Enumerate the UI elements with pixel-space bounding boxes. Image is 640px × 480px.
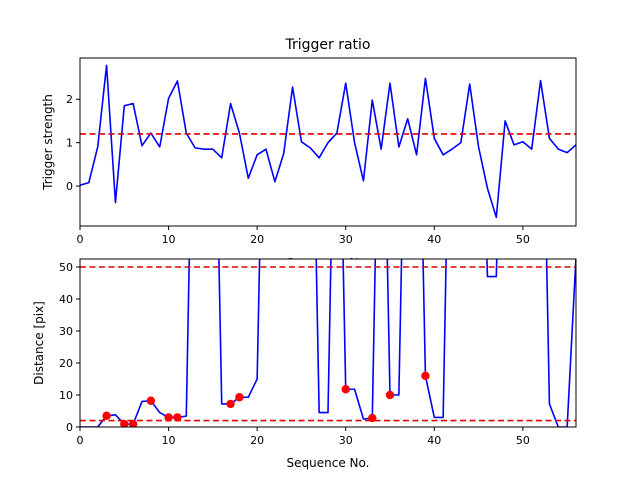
bottom-y-ticks: 0 10 20 30 40 50: [59, 261, 80, 434]
bottom-marker-point: [146, 396, 156, 405]
top-y-axis-label: Trigger strength: [41, 94, 55, 191]
bottom-marker-point: [164, 413, 173, 422]
bottom-marker-point: [341, 385, 350, 394]
bottom-x-tick-label: 20: [250, 434, 264, 447]
bottom-y-tick-label: 10: [59, 389, 73, 402]
top-x-tick-label: 30: [339, 233, 353, 246]
bottom-marker-point: [385, 390, 395, 400]
top-y-tick-label: 0: [66, 180, 73, 193]
top-x-tick-label: 20: [250, 233, 264, 246]
bottom-y-tick-label: 0: [66, 421, 73, 434]
top-y-ticks: 0 1 2: [66, 93, 80, 193]
bottom-marker-point: [226, 399, 235, 409]
top-plot-frame: [79, 57, 577, 227]
top-x-tick-label: 50: [516, 233, 530, 246]
bottom-marker-point: [120, 419, 129, 427]
top-chart-title: Trigger ratio: [284, 37, 370, 53]
bottom-x-ticks: 0 10 20 30 40 50: [77, 427, 530, 447]
bottom-marker-point: [368, 413, 377, 423]
top-x-tick-label: 40: [427, 233, 441, 246]
bottom-x-axis-label: Sequence No.: [287, 456, 370, 470]
bottom-marker-point: [102, 411, 111, 420]
bottom-y-axis-label: Distance [pix]: [32, 301, 46, 385]
bottom-marker-point: [128, 419, 138, 427]
bottom-x-tick-label: 40: [427, 434, 441, 447]
top-series-layer: [80, 64, 576, 219]
top-y-tick-label: 2: [66, 93, 73, 106]
top-x-tick-label: 0: [77, 233, 84, 246]
bottom-x-tick-label: 10: [162, 434, 176, 447]
top-x-ticks: 0 10 20 30 40 50: [77, 226, 530, 246]
bottom-series-line: [80, 259, 576, 427]
distance-panel: 0 10 20 30 40 50 0 10 20 30 40 50 Sequence No. Dis…: [32, 258, 577, 470]
top-series-line: [80, 64, 576, 219]
bottom-plot-frame: [79, 258, 577, 428]
bottom-x-tick-label: 50: [516, 434, 530, 447]
bottom-x-tick-label: 0: [77, 434, 84, 447]
bottom-y-tick-label: 50: [59, 261, 73, 274]
bottom-y-tick-label: 30: [59, 325, 73, 338]
top-y-tick-label: 1: [66, 137, 73, 150]
top-x-tick-label: 10: [162, 233, 176, 246]
bottom-x-tick-label: 30: [339, 434, 353, 447]
bottom-marker-point: [235, 393, 244, 402]
bottom-y-tick-label: 20: [59, 357, 73, 370]
bottom-y-tick-label: 40: [59, 293, 73, 306]
bottom-marker-point: [421, 371, 430, 380]
bottom-marker-point: [173, 413, 182, 422]
bottom-series-layer: [80, 259, 576, 427]
